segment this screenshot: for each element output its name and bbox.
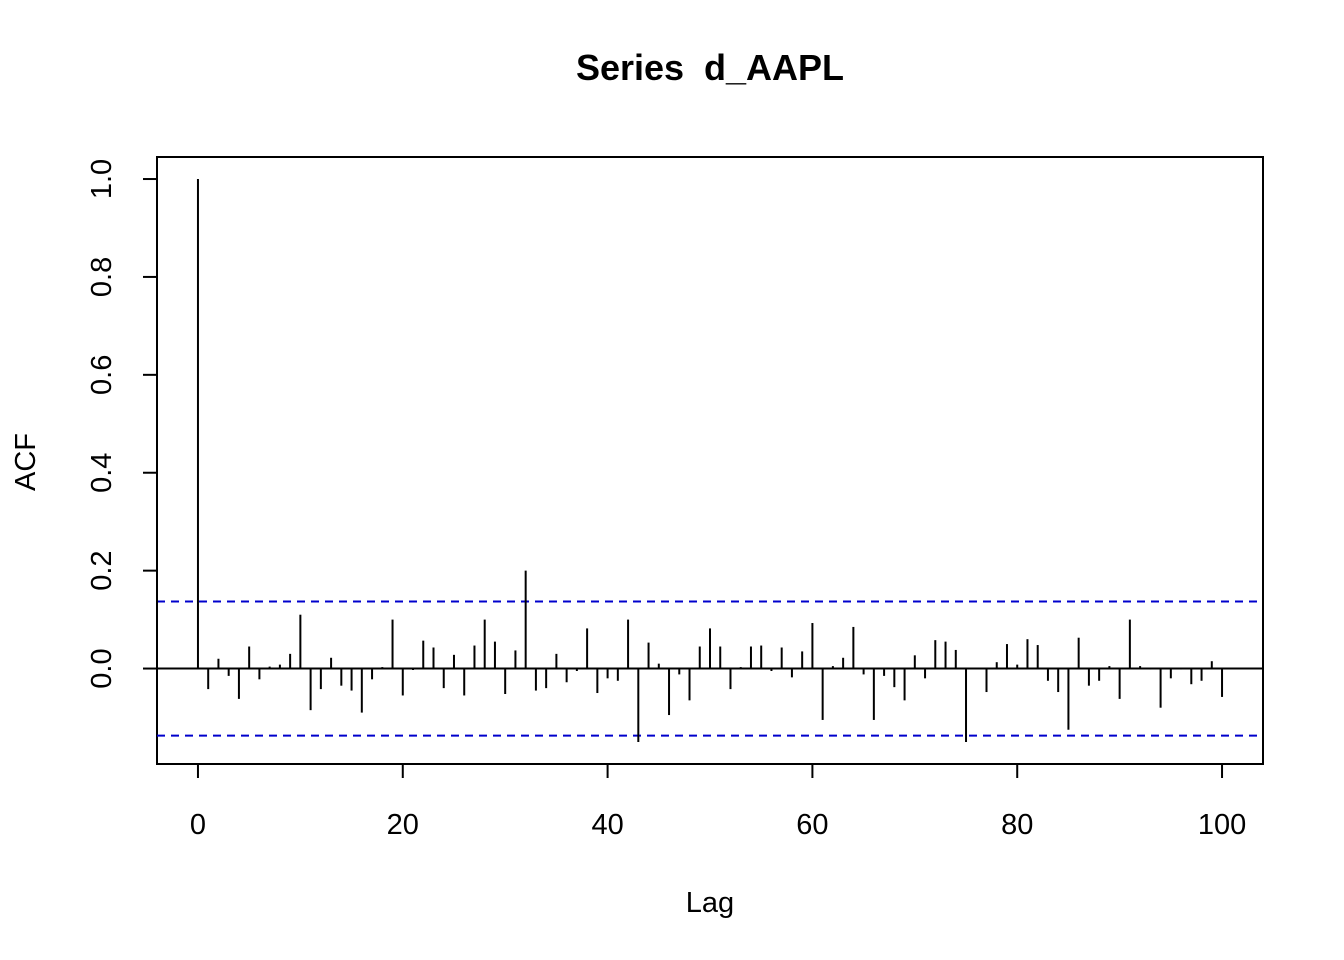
chart-title: Series d_AAPL — [576, 47, 844, 88]
x-tick-label: 40 — [591, 809, 623, 841]
y-tick-label: 0.0 — [86, 648, 118, 688]
x-axis: 0 20 40 60 80 100 — [190, 763, 1246, 841]
x-tick-label: 60 — [796, 809, 828, 841]
x-axis-label: Lag — [686, 887, 734, 919]
y-tick-label: 0.6 — [86, 355, 118, 395]
y-axis-label: ACF — [10, 433, 42, 491]
plot-frame — [156, 156, 1264, 765]
confidence-bounds — [157, 600, 1263, 737]
x-tick-label: 100 — [1198, 809, 1246, 841]
acf-bars — [196, 179, 1224, 742]
x-tick-label: 20 — [387, 809, 419, 841]
y-tick-label: 0.4 — [86, 453, 118, 493]
y-axis: 0.0 0.2 0.4 0.6 0.8 1.0 — [86, 159, 158, 689]
y-tick-label: 0.2 — [86, 550, 118, 590]
x-tick-label: 0 — [190, 809, 206, 841]
x-tick-label: 80 — [1001, 809, 1033, 841]
y-tick-label: 1.0 — [86, 159, 118, 199]
y-tick-label: 0.8 — [86, 257, 118, 297]
